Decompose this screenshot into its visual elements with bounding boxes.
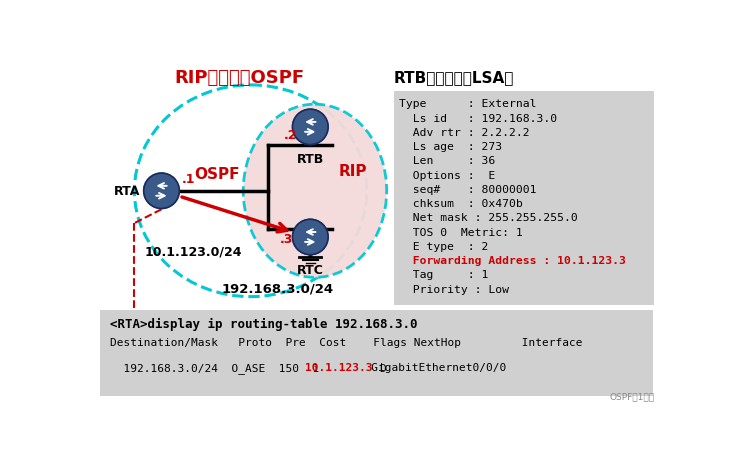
Text: Priority : Low: Priority : Low	[399, 284, 509, 294]
Text: Len     : 36: Len : 36	[399, 156, 495, 166]
Text: RTB产生的五类LSA：: RTB产生的五类LSA：	[394, 70, 515, 85]
Text: GigabitEthernet0/0/0: GigabitEthernet0/0/0	[351, 363, 506, 373]
Text: 192.168.3.0/24  O_ASE  150  1         D: 192.168.3.0/24 O_ASE 150 1 D	[110, 363, 401, 374]
Text: .2: .2	[284, 128, 297, 142]
Text: Options :  E: Options : E	[399, 170, 495, 180]
Text: RTB: RTB	[297, 153, 324, 166]
Text: Destination/Mask   Proto  Pre  Cost    Flags NextHop         Interface: Destination/Mask Proto Pre Cost Flags Ne…	[110, 337, 583, 347]
Text: Tag     : 1: Tag : 1	[399, 270, 489, 280]
Text: Forwarding Address : 10.1.123.3: Forwarding Address : 10.1.123.3	[399, 256, 626, 266]
FancyBboxPatch shape	[100, 310, 653, 396]
Text: <RTA>display ip routing-table 192.168.3.0: <RTA>display ip routing-table 192.168.3.…	[110, 318, 418, 330]
Text: seq#    : 80000001: seq# : 80000001	[399, 184, 537, 194]
Circle shape	[292, 110, 328, 145]
Text: OSPF: OSPF	[194, 167, 239, 182]
Text: .3: .3	[280, 233, 294, 246]
Circle shape	[144, 174, 179, 209]
Text: Ls age  : 273: Ls age : 273	[399, 142, 503, 152]
Text: chksum  : 0x470b: chksum : 0x470b	[399, 199, 523, 209]
Text: RTA: RTA	[114, 185, 139, 198]
Text: 10.1.123.0/24: 10.1.123.0/24	[145, 245, 242, 258]
Text: 10.1.123.3: 10.1.123.3	[305, 363, 373, 373]
Text: E type  : 2: E type : 2	[399, 241, 489, 251]
Text: TOS 0  Metric: 1: TOS 0 Metric: 1	[399, 227, 523, 237]
Text: RIP重发布到OSPF: RIP重发布到OSPF	[174, 68, 304, 86]
Text: RIP: RIP	[338, 164, 367, 179]
Text: 192.168.3.0/24: 192.168.3.0/24	[222, 282, 334, 295]
Text: Ls id   : 192.168.3.0: Ls id : 192.168.3.0	[399, 113, 558, 123]
Ellipse shape	[243, 105, 387, 278]
Text: .1: .1	[181, 173, 195, 186]
FancyBboxPatch shape	[394, 91, 653, 305]
Circle shape	[292, 220, 328, 255]
Text: Net mask : 255.255.255.0: Net mask : 255.255.255.0	[399, 213, 578, 223]
Text: OSPF与1之旅: OSPF与1之旅	[609, 391, 655, 400]
Text: RTC: RTC	[297, 263, 324, 277]
Text: Type      : External: Type : External	[399, 99, 537, 109]
Text: Adv rtr : 2.2.2.2: Adv rtr : 2.2.2.2	[399, 127, 530, 137]
